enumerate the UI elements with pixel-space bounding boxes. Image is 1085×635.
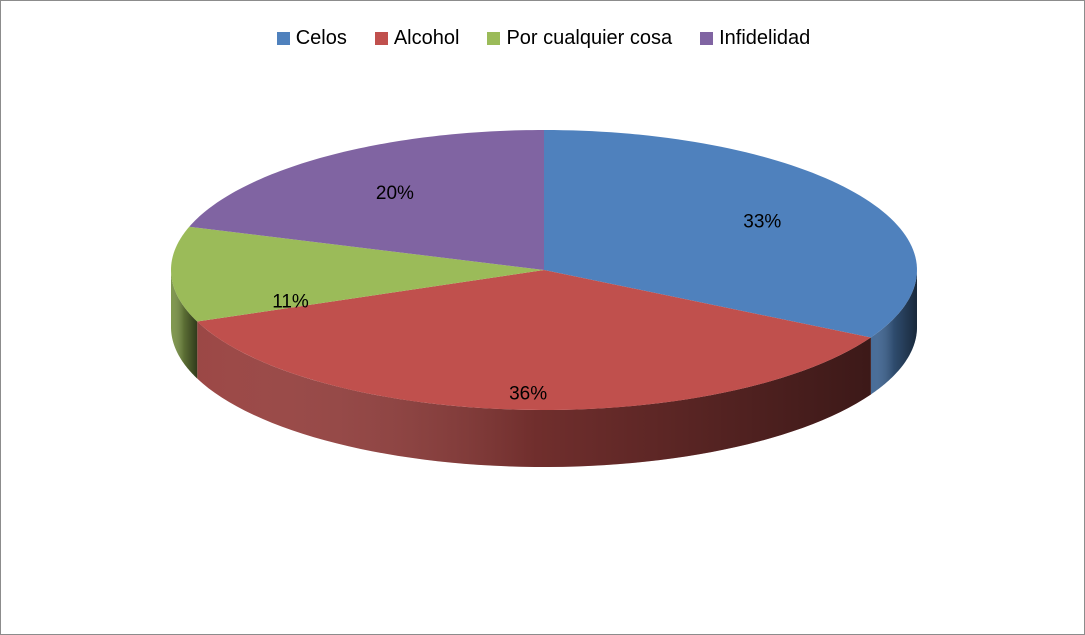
legend-item-celos: Celos — [276, 27, 347, 50]
legend-item-por-cualquier-cosa: Por cualquier cosa — [487, 27, 672, 50]
legend-label-celos: Celos — [295, 27, 347, 49]
pie-slices — [171, 130, 917, 410]
data-label-alcohol: 36% — [509, 384, 547, 405]
data-label-por-cualquier-cosa: 11% — [272, 292, 309, 313]
pie-side-shade-alcohol — [197, 321, 871, 467]
data-labels: 33% 36% 11% 20% — [272, 183, 781, 405]
data-label-celos: 33% — [743, 212, 781, 233]
pie-slice-celos — [544, 130, 917, 338]
pie-slice-por-cualquier-cosa — [171, 226, 544, 322]
data-label-infidelidad: 20% — [376, 183, 414, 204]
legend-label-alcohol: Alcohol — [393, 27, 460, 49]
pie-slice-infidelidad — [189, 130, 544, 270]
pie-side-shade-celos — [870, 270, 917, 395]
legend-swatch-infidelidad — [700, 32, 714, 45]
pie-side-shade-por-cualquier-cosa — [171, 270, 198, 379]
legend-swatch-celos — [276, 32, 290, 45]
pie-sides — [171, 270, 917, 467]
legend: Celos Alcohol Por cualquier cosa Infidel… — [1, 27, 1085, 50]
legend-swatch-alcohol — [374, 32, 388, 45]
legend-label-infidelidad: Infidelidad — [719, 27, 811, 49]
legend-swatch-por-cualquier-cosa — [487, 32, 501, 45]
pie-slice-alcohol — [197, 270, 871, 410]
legend-label-por-cualquier-cosa: Por cualquier cosa — [506, 27, 673, 49]
legend-item-infidelidad: Infidelidad — [700, 27, 810, 50]
legend-item-alcohol: Alcohol — [374, 27, 460, 50]
